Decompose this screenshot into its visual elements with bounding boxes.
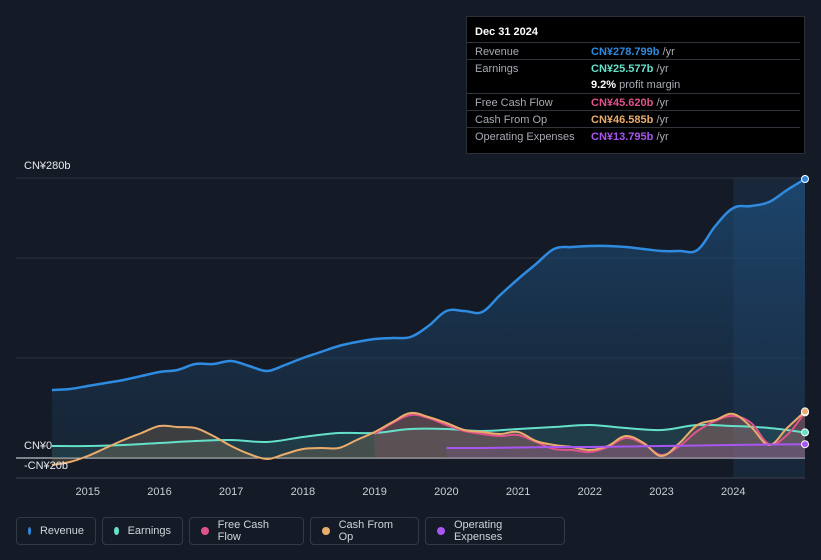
line-cash-from-op: [51, 410, 806, 466]
end-point-operating-expenses: [801, 440, 809, 449]
profit-margin-value: 9.2%: [591, 79, 617, 91]
tooltip-row-margin: 9.2% profit margin: [467, 76, 800, 94]
end-point-revenue: [801, 175, 809, 183]
tooltip-value: CN¥13.795b: [591, 131, 654, 143]
legend-item-operating-expenses[interactable]: Operating Expenses: [425, 517, 565, 545]
tooltip-row-cash-from-op: Cash From Op CN¥46.585b /yr: [467, 110, 800, 129]
tooltip-label: Earnings: [475, 63, 519, 75]
line-operating-expenses: [446, 443, 806, 450]
x-tick-label: 2020: [434, 486, 459, 498]
legend-dot-icon: [28, 527, 31, 535]
data-tooltip: Dec 31 2024 Revenue CN¥278.799b /yr Earn…: [466, 16, 805, 154]
legend-dot-icon: [114, 527, 119, 535]
legend-item-free-cash-flow[interactable]: Free Cash Flow: [189, 517, 304, 545]
legend-dot-icon: [201, 527, 209, 535]
tooltip-row-operating-expenses: Operating Expenses CN¥13.795b /yr: [467, 127, 800, 146]
x-tick-label: 2016: [147, 486, 172, 498]
x-tick-label: 2017: [218, 486, 244, 498]
end-point-earnings: [801, 428, 809, 437]
tooltip-row-earnings: Earnings CN¥25.577b /yr: [467, 59, 800, 78]
tooltip-value: CN¥278.799b: [591, 46, 660, 58]
tooltip-label: Cash From Op: [475, 114, 548, 126]
area-cash-from-op: [51, 411, 805, 465]
chart-legend: Revenue Earnings Free Cash Flow Cash Fro…: [16, 517, 565, 547]
x-tick-label: 2018: [290, 486, 316, 498]
tooltip-value: CN¥46.585b: [591, 114, 654, 126]
tooltip-row-revenue: Revenue CN¥278.799b /yr: [467, 42, 800, 61]
line-free-cash-flow: [374, 411, 806, 457]
line-earnings: [51, 423, 806, 448]
end-point-cash-from-op: [801, 407, 809, 416]
tooltip-row-free-cash-flow: Free Cash Flow CN¥45.620b /yr: [467, 93, 800, 112]
x-tick-label: 2021: [505, 486, 531, 498]
x-tick-label: 2023: [649, 486, 674, 498]
area-revenue: [51, 179, 805, 458]
x-tick-label: 2022: [577, 486, 603, 498]
legend-item-revenue[interactable]: Revenue: [16, 517, 96, 545]
tooltip-date: Dec 31 2024: [475, 26, 538, 38]
x-tick-label: 2019: [362, 486, 387, 498]
tooltip-value: CN¥25.577b: [591, 63, 654, 75]
legend-dot-icon: [322, 527, 330, 535]
x-tick-label: 2024: [721, 486, 746, 498]
tooltip-value: CN¥45.620b: [591, 97, 654, 109]
y-axis-bottom-label: -CN¥20b: [24, 460, 69, 472]
legend-item-cash-from-op[interactable]: Cash From Op: [310, 517, 419, 545]
y-axis-top-label: CN¥280b: [24, 160, 71, 172]
tooltip-label: Operating Expenses: [475, 131, 575, 143]
line-revenue: [51, 177, 806, 392]
tooltip-label: Revenue: [475, 46, 520, 58]
y-axis-zero-label: CN¥0: [24, 440, 53, 452]
area-free-cash-flow: [374, 412, 805, 458]
profit-margin-label: profit margin: [619, 79, 681, 91]
legend-item-earnings[interactable]: Earnings: [102, 517, 183, 545]
legend-dot-icon: [437, 527, 445, 535]
tooltip-label: Free Cash Flow: [475, 97, 553, 109]
x-tick-label: 2015: [75, 486, 100, 498]
